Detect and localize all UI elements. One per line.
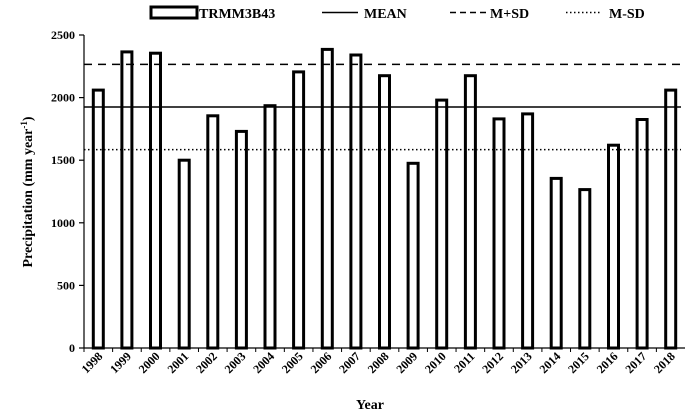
bar-2016	[607, 143, 620, 350]
legend-label-mminussd: M-SD	[609, 7, 645, 22]
x-tick-labels: 1998 1999 2000 2001 2002 2003 2004 2005 2006 2007…	[79, 349, 678, 376]
x-tick-label-2002: 2002	[193, 349, 220, 376]
y-axis-title-sup: -1	[19, 121, 29, 129]
bar-2006	[320, 47, 334, 350]
x-tick-label-2018: 2018	[651, 349, 678, 376]
bar-1999	[120, 50, 134, 350]
bar-2010	[435, 98, 449, 350]
x-tick-label-2000: 2000	[136, 349, 163, 376]
x-tick-label-2014: 2014	[536, 349, 563, 376]
y-tick-label-0: 0	[69, 341, 75, 355]
legend-item-mean: MEAN	[322, 7, 407, 22]
x-tick-label-2007: 2007	[336, 349, 363, 376]
y-tick-label-2500: 2500	[51, 28, 75, 42]
x-tick-label-2008: 2008	[365, 349, 392, 376]
x-tick-label-2012: 2012	[479, 349, 506, 376]
x-tick-label-2009: 2009	[393, 349, 420, 376]
y-tick-label-1500: 1500	[51, 153, 75, 167]
x-tick-label-2001: 2001	[164, 349, 191, 376]
bar-series	[91, 47, 678, 350]
axes	[79, 34, 685, 352]
legend-item-mminussd: M-SD	[566, 7, 645, 22]
y-axis-title: Precipitation (mm year-1)	[19, 116, 36, 267]
x-tick-label-1999: 1999	[107, 349, 134, 376]
legend-item-mplussd: M+SD	[450, 7, 529, 22]
bar-2014	[549, 176, 563, 350]
x-tick-label-2005: 2005	[279, 349, 306, 376]
bar-2008	[378, 74, 391, 350]
y-axis-title-main: Precipitation (mm year	[21, 129, 36, 268]
legend-label-bars: TRMM3B43	[199, 7, 275, 22]
bar-2003	[234, 129, 248, 350]
reference-lines	[84, 63, 681, 151]
x-tick-label-2010: 2010	[422, 349, 449, 376]
bar-2007	[349, 53, 363, 350]
y-tick-label-2000: 2000	[51, 91, 75, 105]
bar-2015	[578, 188, 592, 350]
bar-2002	[206, 114, 220, 350]
x-tick-label-2004: 2004	[250, 349, 277, 376]
x-tick-label-2013: 2013	[508, 349, 535, 376]
bar-2005	[292, 70, 306, 350]
bar-1998	[91, 88, 105, 350]
legend-label-mplussd: M+SD	[490, 7, 529, 22]
y-axis-title-end: )	[21, 116, 36, 121]
x-tick-label-2015: 2015	[565, 349, 592, 376]
bar-2012	[492, 117, 506, 350]
legend-item-bars: TRMM3B43	[149, 5, 275, 22]
x-tick-label-2003: 2003	[222, 349, 249, 376]
x-tick-label-2016: 2016	[594, 349, 621, 376]
y-tick-label-500: 500	[57, 278, 75, 292]
bar-2018	[664, 88, 678, 350]
y-tick-labels: 0 500 1000 1500 2000 2500	[51, 28, 75, 355]
bar-2017	[635, 118, 649, 350]
bar-2001	[177, 158, 191, 350]
legend-label-mean: MEAN	[364, 7, 407, 22]
x-tick-label-2011: 2011	[451, 349, 477, 375]
x-tick-label-2017: 2017	[622, 349, 649, 376]
y-tick-label-1000: 1000	[51, 216, 75, 230]
x-tick-label-1998: 1998	[79, 349, 106, 376]
legend: TRMM3B43 MEAN M+SD M-SD	[149, 5, 645, 22]
legend-swatch-bars	[149, 5, 199, 20]
bar-2011	[463, 74, 477, 350]
x-tick-label-2006: 2006	[308, 349, 335, 376]
x-axis-title: Year	[356, 398, 384, 413]
bar-2004	[263, 104, 277, 350]
bar-2009	[406, 161, 420, 350]
bar-2000	[149, 51, 162, 350]
